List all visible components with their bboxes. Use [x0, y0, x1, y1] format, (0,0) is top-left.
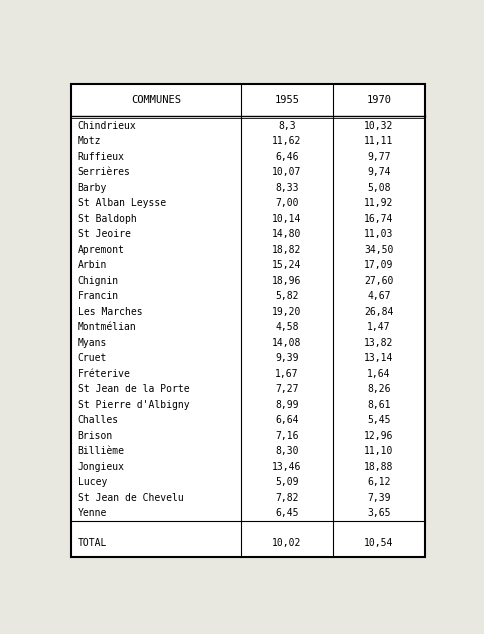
Text: 10,07: 10,07: [272, 167, 302, 178]
Text: 9,77: 9,77: [367, 152, 391, 162]
Text: 6,46: 6,46: [275, 152, 299, 162]
Text: 1955: 1955: [274, 95, 300, 105]
Text: 13,14: 13,14: [364, 353, 393, 363]
Text: 26,84: 26,84: [364, 307, 393, 317]
Text: 10,32: 10,32: [364, 121, 393, 131]
Text: Motz: Motz: [77, 136, 101, 146]
Text: 7,39: 7,39: [367, 493, 391, 503]
Text: Billième: Billième: [77, 446, 124, 456]
Text: 34,50: 34,50: [364, 245, 393, 255]
Text: 8,33: 8,33: [275, 183, 299, 193]
Text: 4,67: 4,67: [367, 292, 391, 301]
Text: 5,08: 5,08: [367, 183, 391, 193]
Text: 7,82: 7,82: [275, 493, 299, 503]
Text: St Jean de Chevelu: St Jean de Chevelu: [77, 493, 183, 503]
Text: 9,39: 9,39: [275, 353, 299, 363]
Text: Barby: Barby: [77, 183, 107, 193]
Text: 11,11: 11,11: [364, 136, 393, 146]
Text: 10,02: 10,02: [272, 538, 302, 548]
Text: Les Marches: Les Marches: [77, 307, 142, 317]
Text: 14,08: 14,08: [272, 338, 302, 348]
Text: 8,61: 8,61: [367, 400, 391, 410]
Text: 1,64: 1,64: [367, 369, 391, 379]
Text: 13,82: 13,82: [364, 338, 393, 348]
Text: 13,46: 13,46: [272, 462, 302, 472]
Text: 6,45: 6,45: [275, 508, 299, 519]
Text: 5,09: 5,09: [275, 477, 299, 488]
Text: Challes: Challes: [77, 415, 119, 425]
Text: 10,54: 10,54: [364, 538, 393, 548]
Text: 10,14: 10,14: [272, 214, 302, 224]
Text: 6,12: 6,12: [367, 477, 391, 488]
Text: St Alban Leysse: St Alban Leysse: [77, 198, 166, 209]
Text: Lucey: Lucey: [77, 477, 107, 488]
Text: 1970: 1970: [366, 95, 391, 105]
Text: TOTAL: TOTAL: [77, 538, 107, 548]
Text: 17,09: 17,09: [364, 261, 393, 270]
Text: 1,47: 1,47: [367, 322, 391, 332]
Text: 11,10: 11,10: [364, 446, 393, 456]
Text: 5,82: 5,82: [275, 292, 299, 301]
Text: Chignin: Chignin: [77, 276, 119, 286]
Text: 1,67: 1,67: [275, 369, 299, 379]
Text: Myans: Myans: [77, 338, 107, 348]
Text: 19,20: 19,20: [272, 307, 302, 317]
Text: Cruet: Cruet: [77, 353, 107, 363]
Text: Fréterive: Fréterive: [77, 369, 130, 379]
Text: 8,30: 8,30: [275, 446, 299, 456]
Text: 6,64: 6,64: [275, 415, 299, 425]
Text: St Baldoph: St Baldoph: [77, 214, 136, 224]
Text: 18,82: 18,82: [272, 245, 302, 255]
Text: 11,92: 11,92: [364, 198, 393, 209]
Text: 8,26: 8,26: [367, 384, 391, 394]
Text: 27,60: 27,60: [364, 276, 393, 286]
Text: 18,96: 18,96: [272, 276, 302, 286]
Text: 12,96: 12,96: [364, 431, 393, 441]
Text: 7,27: 7,27: [275, 384, 299, 394]
Text: 7,00: 7,00: [275, 198, 299, 209]
Text: 5,45: 5,45: [367, 415, 391, 425]
Text: St Jeoire: St Jeoire: [77, 230, 130, 239]
Text: Apremont: Apremont: [77, 245, 124, 255]
Text: 11,03: 11,03: [364, 230, 393, 239]
Text: Chindrieux: Chindrieux: [77, 121, 136, 131]
Text: Francin: Francin: [77, 292, 119, 301]
Text: 9,74: 9,74: [367, 167, 391, 178]
Text: 11,62: 11,62: [272, 136, 302, 146]
Text: Jongieux: Jongieux: [77, 462, 124, 472]
Text: Arbin: Arbin: [77, 261, 107, 270]
Text: St Jean de la Porte: St Jean de la Porte: [77, 384, 189, 394]
Text: 3,65: 3,65: [367, 508, 391, 519]
Text: 15,24: 15,24: [272, 261, 302, 270]
Text: 8,99: 8,99: [275, 400, 299, 410]
Text: Yenne: Yenne: [77, 508, 107, 519]
Text: 14,80: 14,80: [272, 230, 302, 239]
Text: Ruffieux: Ruffieux: [77, 152, 124, 162]
Text: 4,58: 4,58: [275, 322, 299, 332]
Text: 7,16: 7,16: [275, 431, 299, 441]
Text: Montmélian: Montmélian: [77, 322, 136, 332]
Text: 16,74: 16,74: [364, 214, 393, 224]
Text: Brison: Brison: [77, 431, 113, 441]
Text: COMMUNES: COMMUNES: [131, 95, 181, 105]
Text: 8,3: 8,3: [278, 121, 296, 131]
Text: 18,88: 18,88: [364, 462, 393, 472]
Text: St Pierre d'Albigny: St Pierre d'Albigny: [77, 400, 189, 410]
Text: Serrières: Serrières: [77, 167, 130, 178]
